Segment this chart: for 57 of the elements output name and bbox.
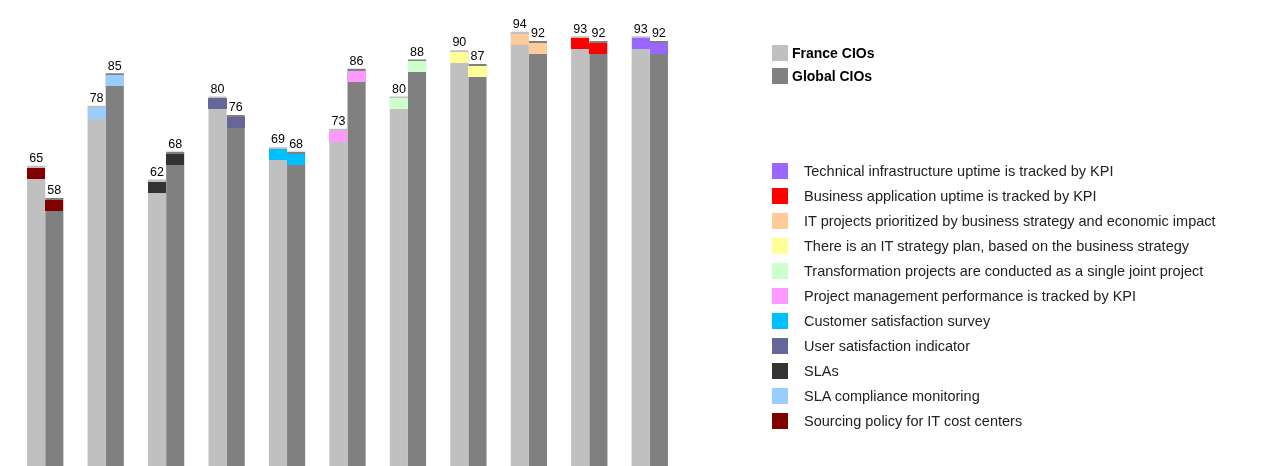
data-label: 92 [530, 26, 545, 41]
text: Customer satisfaction survey [804, 312, 991, 329]
text: There is an IT strategy plan, based on the business strategy [804, 237, 1190, 254]
text: Business application uptime is tracked by KPI [804, 187, 1097, 204]
text: SLA compliance monitoring [804, 387, 980, 404]
legend-label: France CIOs [792, 44, 875, 61]
data-label: 80 [391, 81, 406, 96]
data-label: 86 [349, 53, 364, 68]
text: IT projects prioritized by business strategy and economic impact [804, 212, 1216, 229]
bar [510, 31, 529, 466]
bar [148, 179, 167, 466]
text: SLAs [804, 362, 839, 379]
data-label: 92 [651, 26, 666, 41]
data-label: 62 [150, 164, 165, 179]
data-label: 80 [210, 81, 225, 96]
data-label: 94 [512, 16, 527, 31]
bar [27, 165, 46, 466]
text: Sourcing policy for IT cost centers [804, 412, 1023, 429]
bar [468, 64, 487, 466]
text: User satisfaction indicator [804, 337, 971, 354]
text: Project management performance is tracked by KPI [804, 287, 1137, 304]
bar [407, 59, 427, 466]
legend-label: Global CIOs [792, 67, 873, 84]
data-label: 78 [89, 90, 104, 105]
bar [450, 50, 469, 466]
data-label: 68 [289, 137, 304, 152]
data-label: 90 [452, 35, 467, 50]
data-label: 65 [29, 150, 44, 165]
bar [589, 40, 608, 466]
bar [649, 40, 668, 466]
data-label: 93 [573, 21, 588, 36]
bar [329, 128, 348, 466]
bar [226, 114, 245, 466]
data-label: 87 [470, 49, 485, 64]
data-label: 76 [228, 100, 243, 115]
bar [166, 151, 185, 466]
bar [287, 151, 306, 466]
bar [208, 96, 227, 466]
bar [105, 73, 124, 466]
bar [45, 198, 64, 466]
data-label: 73 [331, 113, 346, 128]
bar [571, 36, 590, 466]
data-label: 68 [168, 137, 183, 152]
data-label: 88 [410, 44, 425, 59]
bar [347, 68, 366, 466]
data-label: 92 [591, 26, 606, 41]
bar [87, 105, 106, 466]
bar [268, 147, 288, 466]
data-label: 85 [107, 58, 122, 73]
bar [631, 36, 650, 466]
data-label: 69 [271, 132, 285, 147]
data-label: 58 [47, 183, 62, 198]
data-label: 93 [633, 21, 648, 36]
bar [389, 96, 408, 466]
bar [528, 40, 547, 466]
text: Technical infrastructure uptime is tracked by KPI [804, 162, 1114, 179]
text: Transformation projects are conducted as a single joint project [804, 262, 1204, 279]
